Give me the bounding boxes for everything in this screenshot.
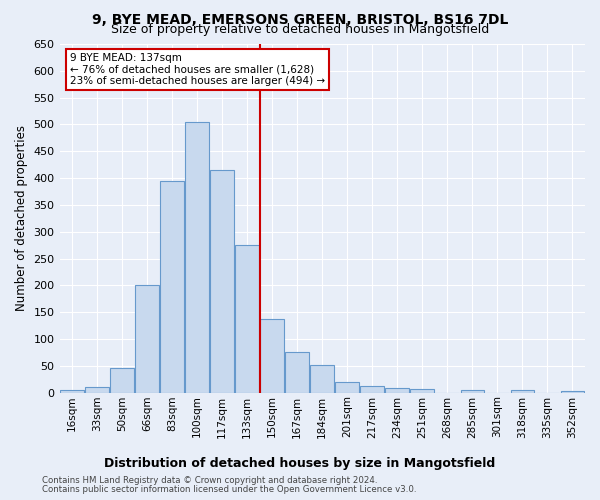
Bar — [310, 364, 334, 392]
Bar — [361, 386, 384, 392]
Bar — [210, 170, 234, 392]
Text: 9 BYE MEAD: 137sqm
← 76% of detached houses are smaller (1,628)
23% of semi-deta: 9 BYE MEAD: 137sqm ← 76% of detached hou… — [70, 52, 325, 86]
Text: Contains public sector information licensed under the Open Government Licence v3: Contains public sector information licen… — [42, 485, 416, 494]
Bar — [286, 352, 309, 393]
Y-axis label: Number of detached properties: Number of detached properties — [15, 126, 28, 312]
Bar — [461, 390, 484, 392]
Bar — [260, 318, 284, 392]
Bar — [511, 390, 535, 392]
Text: Distribution of detached houses by size in Mangotsfield: Distribution of detached houses by size … — [104, 458, 496, 470]
Text: Contains HM Land Registry data © Crown copyright and database right 2024.: Contains HM Land Registry data © Crown c… — [42, 476, 377, 485]
Bar — [135, 286, 159, 393]
Bar — [160, 181, 184, 392]
Bar — [110, 368, 134, 392]
Bar — [235, 245, 259, 392]
Text: Size of property relative to detached houses in Mangotsfield: Size of property relative to detached ho… — [111, 22, 489, 36]
Bar — [385, 388, 409, 392]
Bar — [85, 387, 109, 392]
Bar — [560, 391, 584, 392]
Bar — [185, 122, 209, 392]
Text: 9, BYE MEAD, EMERSONS GREEN, BRISTOL, BS16 7DL: 9, BYE MEAD, EMERSONS GREEN, BRISTOL, BS… — [92, 12, 508, 26]
Bar — [410, 389, 434, 392]
Bar — [335, 382, 359, 392]
Bar — [60, 390, 84, 392]
